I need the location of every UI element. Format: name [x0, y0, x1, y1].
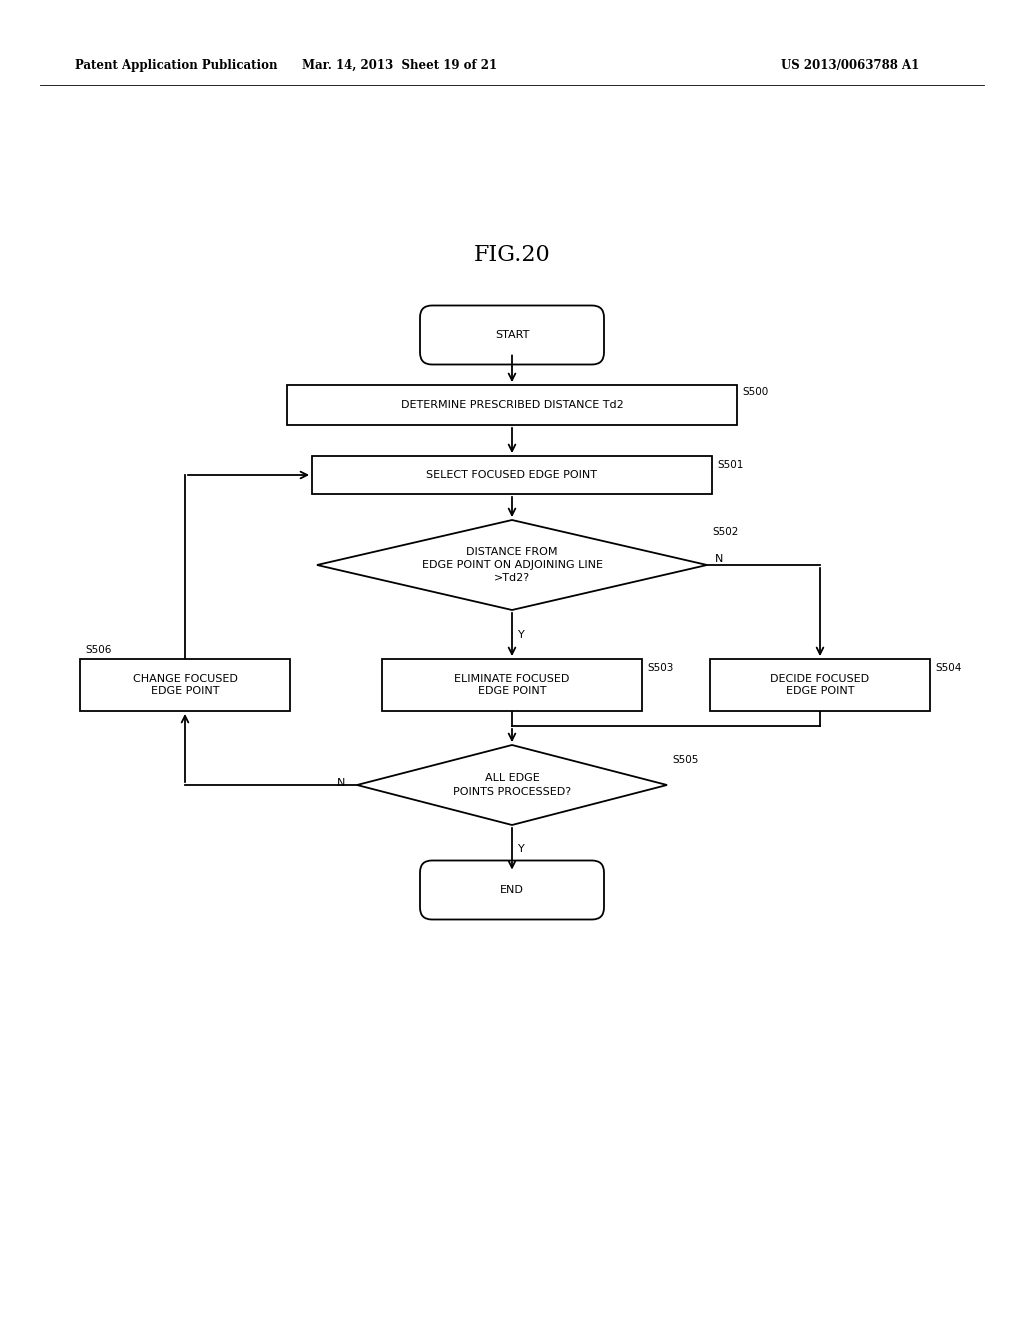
Text: SELECT FOCUSED EDGE POINT: SELECT FOCUSED EDGE POINT	[427, 470, 597, 480]
Text: S501: S501	[717, 459, 743, 470]
Text: END: END	[500, 884, 524, 895]
Text: Y: Y	[518, 843, 524, 854]
Text: S504: S504	[935, 663, 962, 673]
Polygon shape	[357, 744, 667, 825]
Text: US 2013/0063788 A1: US 2013/0063788 A1	[781, 58, 920, 71]
Text: N: N	[337, 777, 345, 788]
Text: S500: S500	[742, 387, 768, 397]
Bar	[287, 385, 737, 425]
Text: DECIDE FOCUSED
EDGE POINT: DECIDE FOCUSED EDGE POINT	[770, 675, 869, 696]
Text: FIG.20: FIG.20	[474, 244, 550, 267]
Polygon shape	[317, 520, 707, 610]
Text: DETERMINE PRESCRIBED DISTANCE Td2: DETERMINE PRESCRIBED DISTANCE Td2	[400, 400, 624, 411]
FancyBboxPatch shape	[420, 861, 604, 920]
Text: CHANGE FOCUSED
EDGE POINT: CHANGE FOCUSED EDGE POINT	[132, 675, 238, 696]
Text: Y: Y	[518, 630, 524, 639]
Text: Patent Application Publication: Patent Application Publication	[75, 58, 278, 71]
Text: START: START	[495, 330, 529, 341]
Text: S505: S505	[672, 755, 698, 766]
Text: N: N	[715, 554, 723, 564]
Text: ALL EDGE
POINTS PROCESSED?: ALL EDGE POINTS PROCESSED?	[453, 774, 571, 796]
Text: ELIMINATE FOCUSED
EDGE POINT: ELIMINATE FOCUSED EDGE POINT	[455, 675, 569, 696]
FancyBboxPatch shape	[420, 305, 604, 364]
Text: S503: S503	[647, 663, 674, 673]
Text: Mar. 14, 2013  Sheet 19 of 21: Mar. 14, 2013 Sheet 19 of 21	[302, 58, 498, 71]
Bar	[710, 659, 930, 711]
Bar	[312, 455, 712, 494]
Bar	[382, 659, 642, 711]
Bar	[80, 659, 290, 711]
Text: S506: S506	[85, 645, 112, 655]
Text: DISTANCE FROM
EDGE POINT ON ADJOINING LINE
>Td2?: DISTANCE FROM EDGE POINT ON ADJOINING LI…	[422, 546, 602, 583]
Text: S502: S502	[712, 527, 738, 537]
